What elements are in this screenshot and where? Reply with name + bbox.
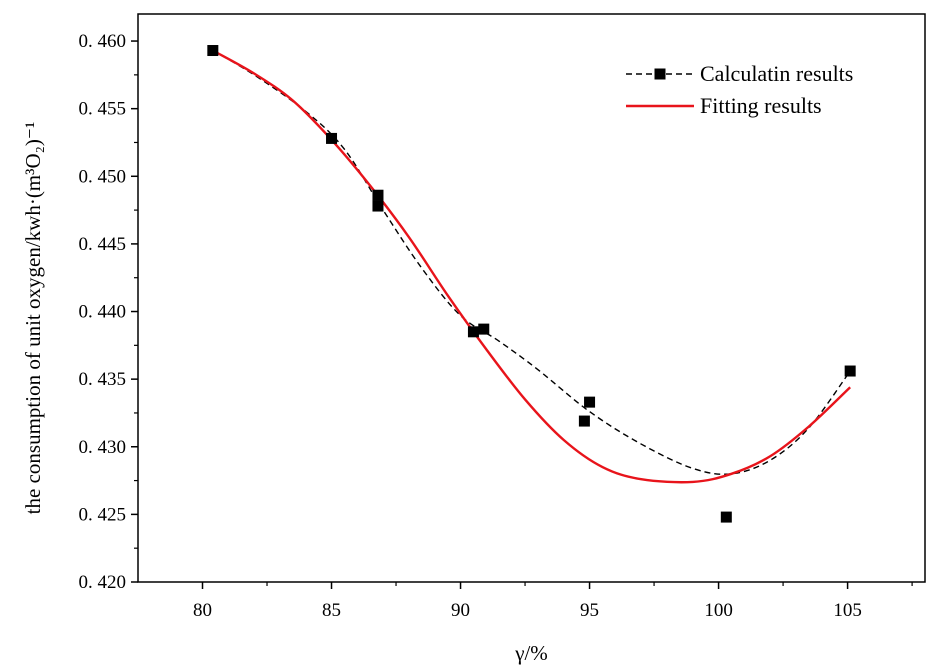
x-tick-label: 95	[580, 600, 599, 621]
calculation-point	[467, 326, 479, 338]
calculation-point	[844, 365, 856, 377]
y-tick-label: 0. 435	[79, 369, 127, 390]
legend-label-calculation: Calculatin results	[700, 61, 853, 86]
calculation-point	[372, 189, 384, 201]
calculation-point	[578, 415, 590, 427]
y-tick-label: 0. 425	[79, 504, 127, 525]
series-layer	[207, 45, 856, 523]
legend-marker-calculation	[654, 68, 666, 80]
calculation-point	[478, 323, 490, 335]
x-tick-label: 80	[193, 600, 212, 621]
calculation-point	[372, 200, 384, 212]
y-tick-label: 0. 460	[79, 31, 127, 52]
y-tick-label: 0. 450	[79, 166, 127, 187]
calculation-point	[326, 132, 338, 144]
legend: Calculatin results Fitting results	[626, 61, 853, 118]
calculation-point	[207, 45, 219, 57]
y-tick-label: 0. 455	[79, 99, 127, 120]
x-tick-label: 85	[322, 600, 341, 621]
x-tick-label: 100	[704, 600, 733, 621]
y-tick-label: 0. 420	[79, 572, 127, 593]
fitting-curve-line	[212, 49, 851, 484]
x-axis: 80 85 90 95 100 105	[193, 582, 913, 621]
calculation-point	[720, 511, 732, 523]
y-tick-label: 0. 440	[79, 302, 127, 323]
calculation-point	[584, 396, 596, 408]
x-tick-label: 90	[451, 600, 470, 621]
plot-frame	[137, 13, 926, 583]
legend-label-fitting: Fitting results	[700, 93, 822, 118]
x-tick-label: 105	[833, 600, 862, 621]
y-axis: 0. 420 0. 425 0. 430 0. 435 0. 440 0. 445 0. 4…	[79, 31, 138, 593]
y-tick-label: 0. 445	[79, 234, 127, 255]
x-axis-title: γ/%	[514, 641, 548, 665]
y-tick-label: 0. 430	[79, 437, 127, 458]
plot-area	[137, 13, 926, 583]
calculation-dashed-line	[212, 49, 851, 475]
y-axis-title: the consumption of unit oxygen/kwh·(m³O₂…	[21, 122, 45, 515]
